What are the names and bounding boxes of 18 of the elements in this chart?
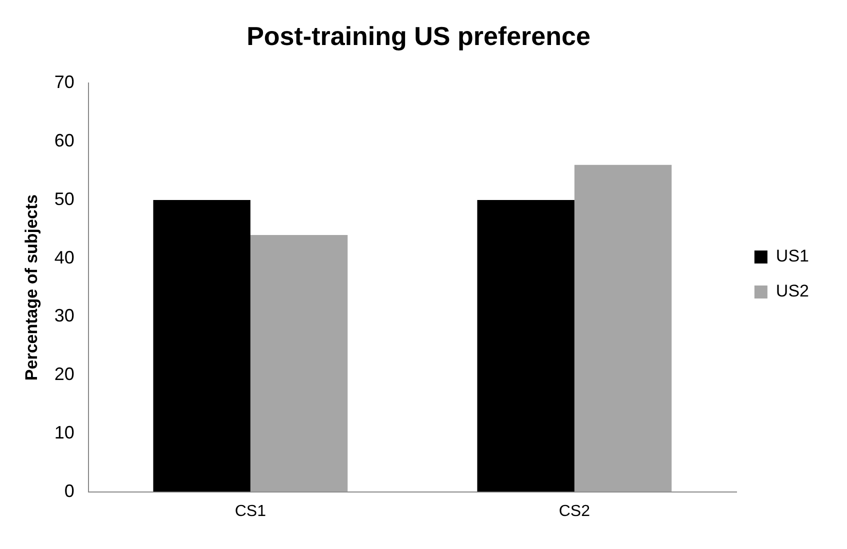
x-tick-label: CS2 [558,502,590,520]
y-tick-label: 70 [54,72,74,92]
bar [477,200,574,492]
y-tick-label: 30 [54,306,74,326]
x-tick-label: CS1 [234,502,266,520]
y-tick-label: 10 [54,422,74,442]
y-tick-label: 40 [54,247,74,268]
y-tick-label: 50 [54,188,74,209]
bar [574,164,672,492]
chart-title: Post-training US preference [246,20,590,51]
y-tick-label: 60 [54,130,74,151]
y-tick-label: 0 [64,480,74,501]
legend-label: US2 [776,282,810,301]
bar [250,234,348,492]
bar [153,200,250,492]
y-tick-label: 20 [54,364,74,384]
legend-label: US1 [776,246,810,266]
y-axis-title: Percentage of subjects [22,194,41,381]
